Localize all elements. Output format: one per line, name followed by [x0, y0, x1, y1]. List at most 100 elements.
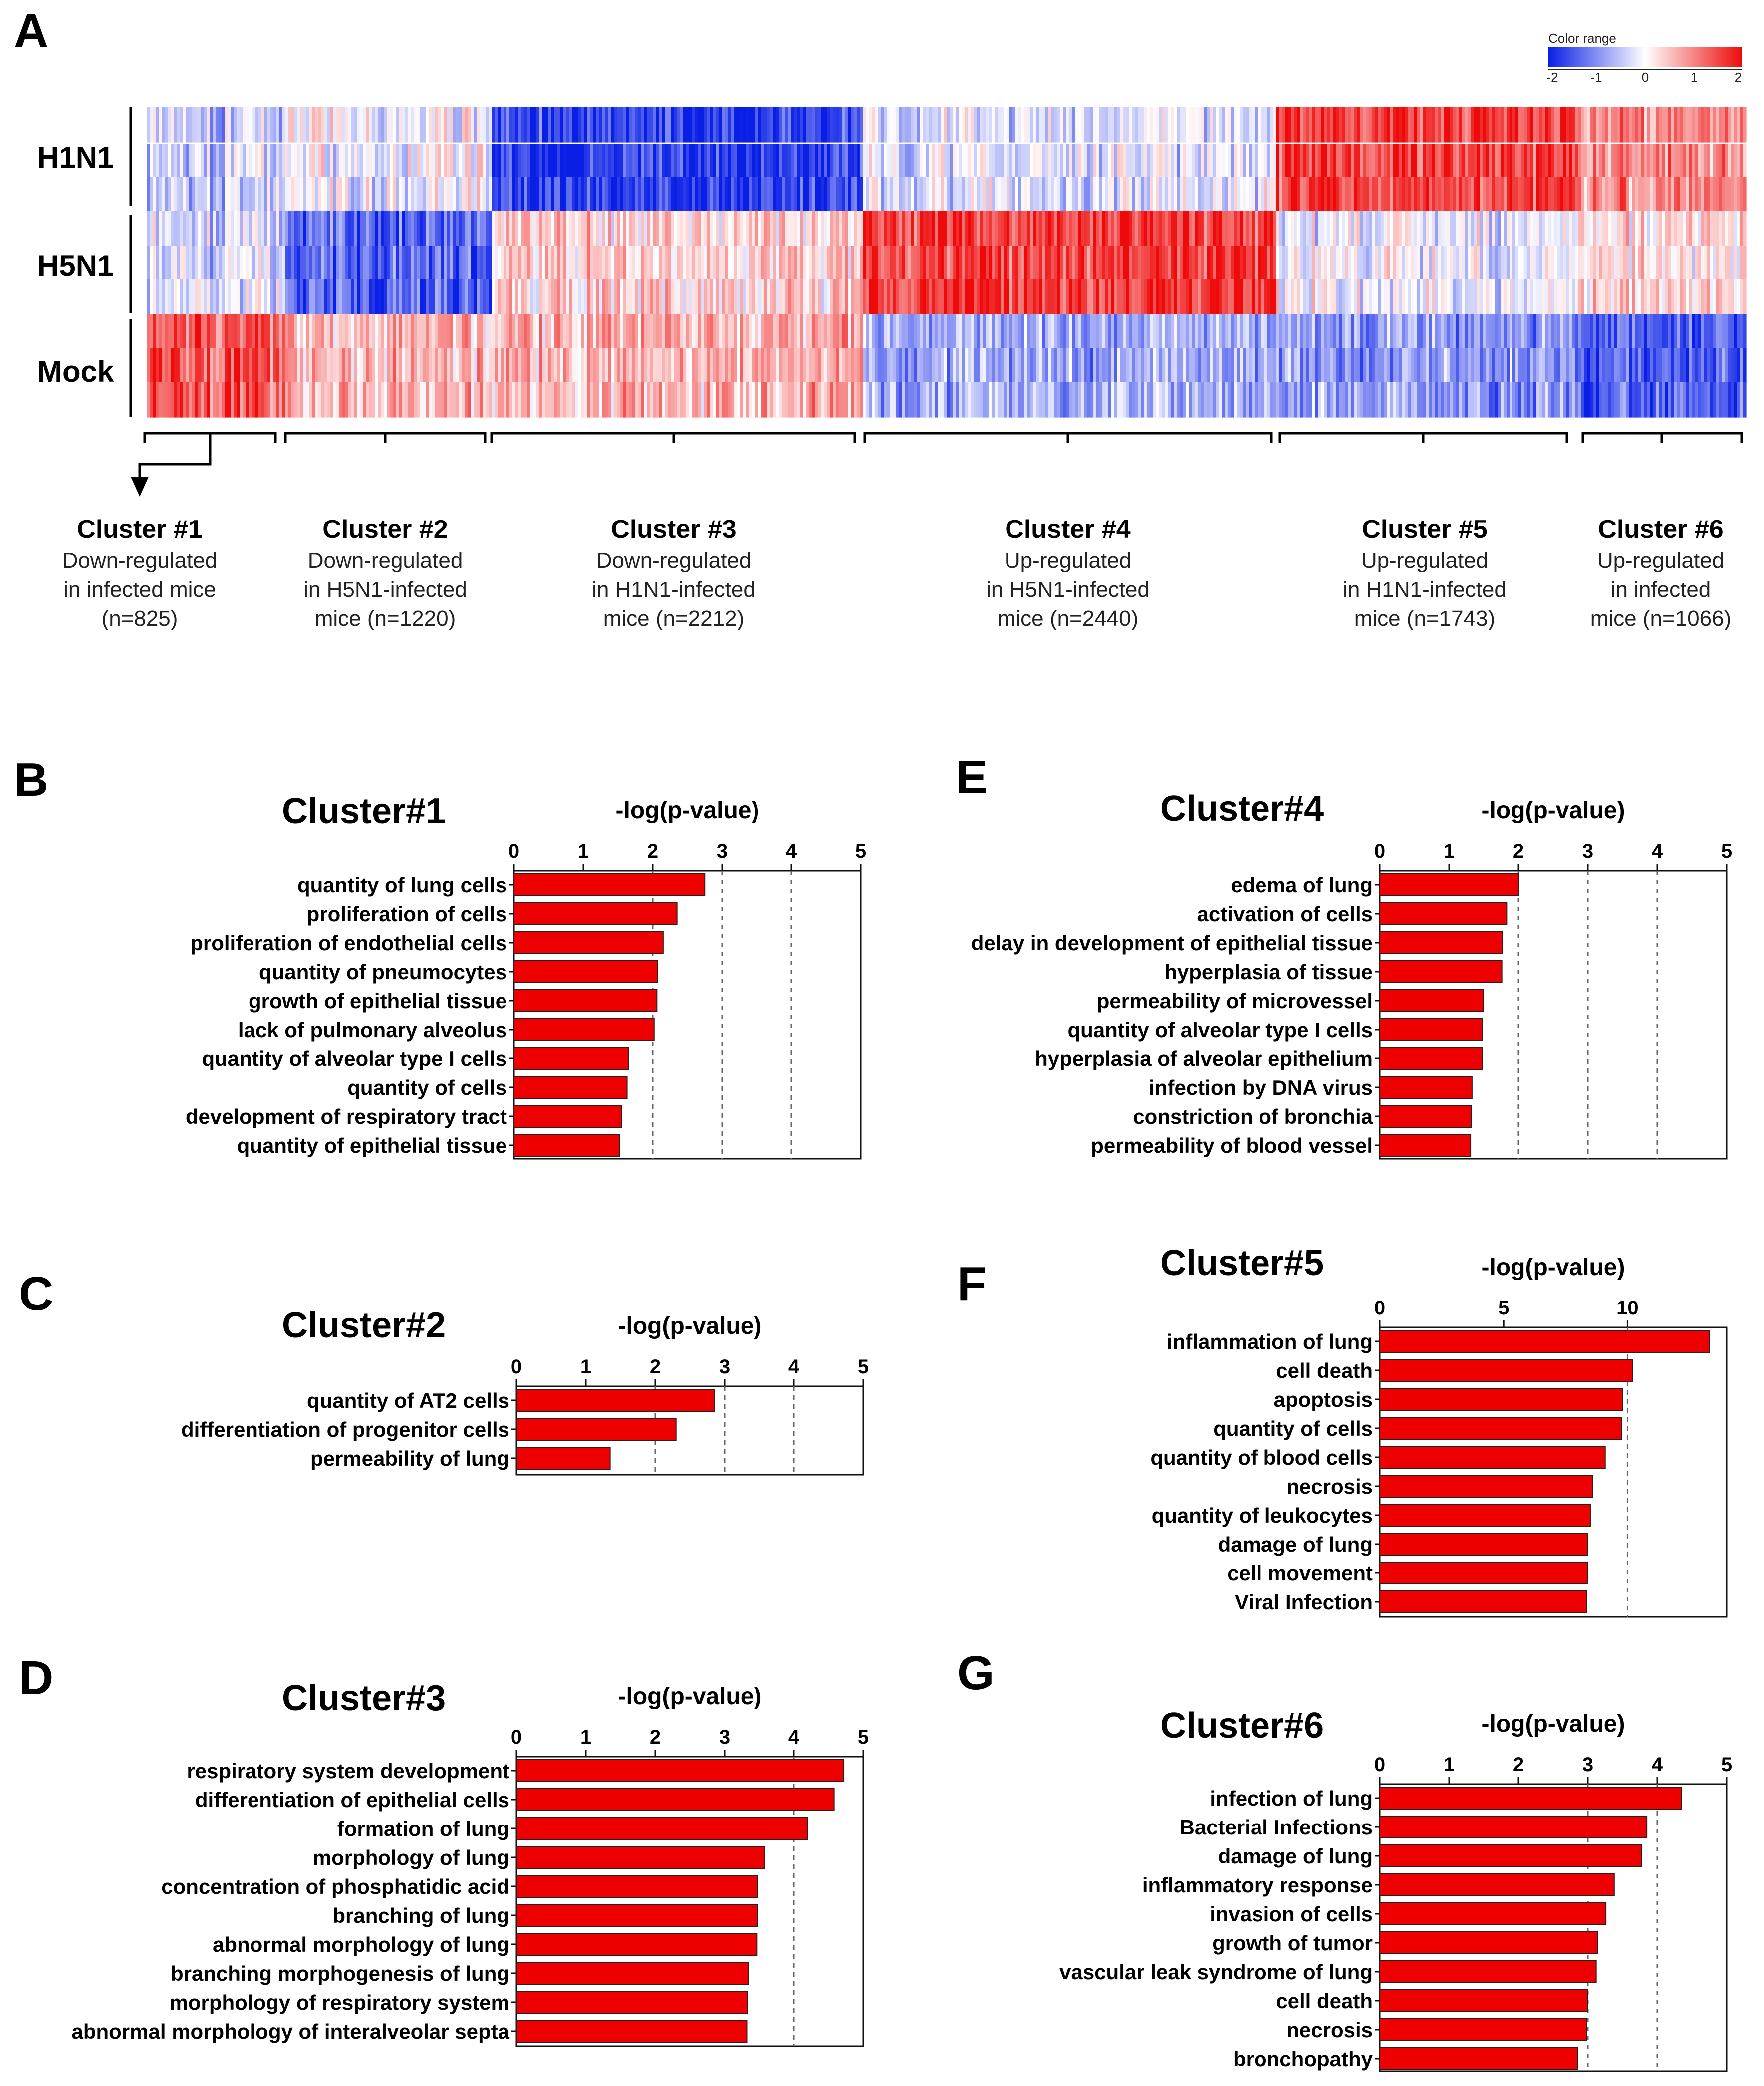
heatmap-cell	[1480, 279, 1483, 315]
heatmap-cell	[1644, 348, 1648, 384]
heatmap-cell	[168, 107, 172, 143]
heatmap-cell	[971, 246, 974, 281]
heatmap-cell	[851, 177, 854, 212]
heatmap-cell	[252, 177, 255, 212]
heatmap-cell	[1743, 382, 1747, 418]
heatmap-cell	[1342, 246, 1345, 281]
heatmap-cell	[557, 279, 561, 315]
heatmap-cell	[506, 211, 510, 246]
heatmap-cell	[1099, 144, 1103, 179]
heatmap-cell	[1683, 246, 1687, 281]
heatmap-cell	[1096, 246, 1100, 281]
heatmap-cell	[480, 279, 483, 315]
heatmap-cell	[845, 211, 848, 246]
heatmap-cell	[1593, 382, 1597, 418]
heatmap-cell	[498, 314, 501, 350]
heatmap-cell	[1521, 107, 1525, 143]
heatmap-cell	[980, 382, 983, 418]
heatmap-cell	[524, 144, 528, 179]
heatmap-cell	[833, 314, 836, 350]
heatmap-cell	[1405, 211, 1408, 246]
heatmap-cell	[357, 144, 360, 179]
heatmap-cell	[617, 211, 621, 246]
heatmap-cell	[1030, 107, 1034, 143]
heatmap-cell	[1204, 246, 1208, 281]
heatmap-cell	[360, 382, 363, 418]
heatmap-cell	[1207, 177, 1211, 212]
heatmap-cell	[429, 246, 432, 281]
heatmap-cell	[321, 348, 324, 384]
heatmap-cell	[1249, 107, 1253, 143]
cluster-brackets	[131, 432, 1743, 497]
heatmap-cell	[1713, 314, 1717, 350]
heatmap-cell	[483, 246, 486, 281]
heatmap-cell	[506, 279, 510, 315]
heatmap-cell	[1255, 348, 1259, 384]
heatmap-cell	[944, 279, 947, 315]
heatmap-cell	[318, 279, 321, 315]
heatmap-cell	[1246, 246, 1250, 281]
heatmap-cell	[1165, 246, 1169, 281]
heatmap-cell	[1321, 279, 1324, 315]
heatmap-cell	[1710, 144, 1714, 179]
heatmap-cell	[453, 107, 456, 143]
heatmap-cell	[809, 246, 812, 281]
heatmap-cell	[686, 177, 690, 212]
heatmap-cell	[1147, 314, 1151, 350]
heatmap-cell	[1489, 279, 1492, 315]
heatmap-cell	[186, 348, 190, 384]
heatmap-cell	[1677, 382, 1681, 418]
heatmap-cell	[719, 314, 723, 350]
heatmap-cell	[830, 144, 833, 179]
heatmap-cell	[1384, 314, 1387, 350]
heatmap-cell	[1255, 144, 1259, 179]
heatmap-cell	[1417, 144, 1420, 179]
heatmap-cell	[851, 279, 854, 315]
heatmap-cell	[1042, 211, 1046, 246]
heatmap-cell	[1674, 348, 1678, 384]
heatmap-cell	[1387, 107, 1390, 143]
heatmap-cell	[1584, 314, 1588, 350]
heatmap-cell	[1375, 246, 1378, 281]
heatmap-cell	[1423, 348, 1426, 384]
heatmap-cell	[956, 144, 959, 179]
x-tick-label: 4	[786, 840, 797, 862]
heatmap-cell	[809, 211, 812, 246]
heatmap-cell	[1219, 246, 1223, 281]
heatmap-cell	[902, 348, 905, 384]
heatmap-cell	[1453, 348, 1456, 384]
heatmap-cell	[168, 382, 172, 418]
heatmap-cell	[1105, 107, 1109, 143]
heatmap-cell	[1372, 177, 1375, 212]
heatmap-cell	[653, 382, 657, 418]
heatmap-cell	[459, 211, 462, 246]
heatmap-cell	[351, 144, 354, 179]
heatmap-cell	[204, 211, 208, 246]
heatmap-cell	[1258, 348, 1261, 384]
heatmap-cell	[1737, 348, 1741, 384]
heatmap-cell	[360, 177, 363, 212]
heatmap-cell	[1402, 211, 1405, 246]
heatmap-cell	[725, 177, 729, 212]
heatmap-cell	[1120, 348, 1124, 384]
heatmap-cell	[192, 382, 196, 418]
heatmap-cell	[968, 144, 971, 179]
heatmap-cell	[1614, 144, 1618, 179]
bar	[516, 1788, 835, 1811]
heatmap-cell	[1066, 382, 1070, 418]
heatmap-cell	[1267, 382, 1270, 418]
heatmap-cell	[1695, 144, 1699, 179]
heatmap-cell	[671, 144, 675, 179]
heatmap-cell	[1626, 246, 1630, 281]
heatmap-cell	[414, 279, 417, 315]
x-axis-title: -log(p-value)	[618, 1683, 762, 1710]
heatmap-cell	[378, 177, 381, 212]
heatmap-cell	[1150, 382, 1154, 418]
heatmap-cell	[369, 177, 372, 212]
heatmap-cell	[351, 177, 354, 212]
heatmap-cell	[539, 382, 543, 418]
heatmap-cell	[198, 382, 202, 418]
heatmap-cell	[812, 246, 815, 281]
heatmap-cell	[1297, 107, 1300, 143]
heatmap-cell	[1441, 107, 1444, 143]
